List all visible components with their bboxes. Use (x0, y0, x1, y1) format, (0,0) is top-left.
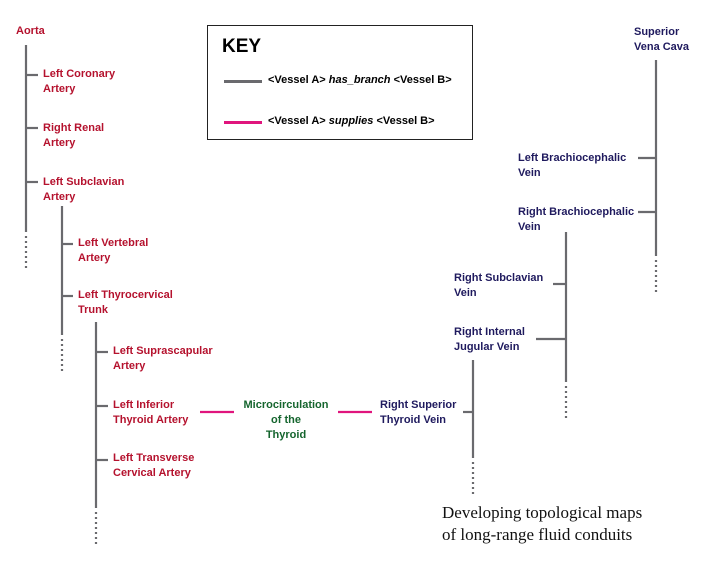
diagram-caption: Developing topological maps of long-rang… (442, 503, 643, 544)
label-left-thyrocervical-trunk: Left Thyrocervical Trunk (78, 289, 173, 316)
legend-vessel-a: <Vessel A> (268, 74, 329, 86)
label-left-coronary-artery: Left Coronary Artery (43, 68, 116, 95)
has-branch-legend-text: <Vessel A> has_branch <Vessel B> (268, 74, 452, 86)
label-aorta: Aorta (16, 25, 45, 37)
label-microcirculation-of-thyroid: Microcirculation of the Thyroid (243, 399, 329, 441)
label-left-subclavian-artery: Left Subclavian Artery (43, 176, 125, 203)
key-legend: KEY <Vessel A> has_branch <Vessel B> <Ve… (207, 25, 473, 140)
label-left-inferior-thyroid-artery: Left Inferior Thyroid Artery (113, 399, 189, 426)
label-left-brachiocephalic-vein: Left Brachiocephalic Vein (518, 152, 627, 179)
label-right-subclavian-vein: Right Subclavian Vein (454, 272, 544, 299)
has-branch-legend-line (224, 80, 262, 83)
label-left-suprascapular-artery: Left Suprascapular Artery (113, 345, 213, 372)
label-right-superior-thyroid-vein: Right Superior Thyroid Vein (380, 399, 457, 426)
legend-vessel-b: <Vessel B> (390, 74, 452, 86)
legend-relation-supplies: supplies (328, 115, 374, 127)
key-title: KEY (222, 36, 262, 57)
label-left-transverse-cervical-artery: Left Transverse Cervical Artery (113, 452, 195, 479)
legend-relation-has-branch: has_branch (328, 74, 391, 86)
label-right-renal-artery: Right Renal Artery (43, 122, 105, 149)
legend-vessel-a: <Vessel A> (268, 115, 329, 127)
label-superior-vena-cava: Superior Vena Cava (634, 26, 690, 53)
legend-vessel-b: <Vessel B> (373, 115, 435, 127)
supplies-legend-text: <Vessel A> supplies <Vessel B> (268, 115, 435, 127)
supplies-legend-line (224, 121, 262, 124)
label-left-vertebral-artery: Left Vertebral Artery (78, 237, 149, 264)
has-branch-lines (24, 45, 658, 546)
label-right-internal-jugular-vein: Right Internal Jugular Vein (454, 326, 525, 353)
label-right-brachiocephalic-vein: Right Brachiocephalic Vein (518, 206, 635, 233)
